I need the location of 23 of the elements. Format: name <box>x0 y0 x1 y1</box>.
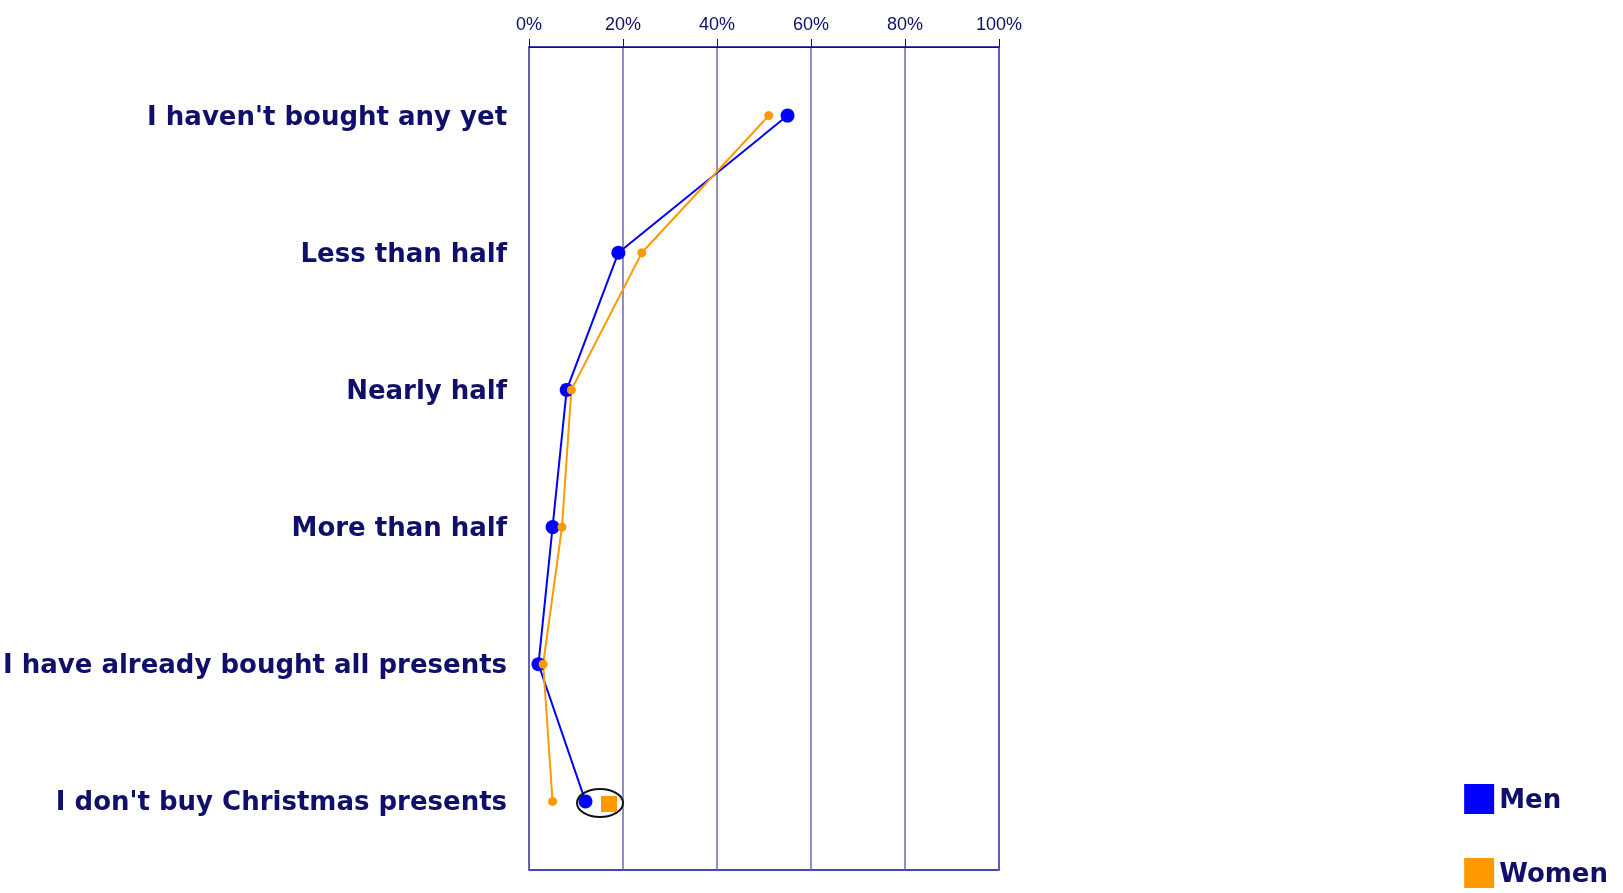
legend-label: Women <box>1499 858 1609 888</box>
point <box>764 111 774 121</box>
point <box>611 245 626 260</box>
x-tick-label: 80% <box>887 14 924 34</box>
y-tick-label: Nearly half <box>346 374 508 405</box>
y-tick-label: More than half <box>291 512 508 543</box>
x-tick-label: 40% <box>699 14 736 34</box>
y-tick-label: I don't buy Christmas presents <box>55 786 508 817</box>
y-tick-label: I haven't bought any yet <box>147 100 508 131</box>
point <box>545 520 560 535</box>
legend-label: Men <box>1499 784 1562 814</box>
point <box>578 794 593 809</box>
point <box>557 522 567 532</box>
point <box>566 385 576 395</box>
point <box>780 108 795 123</box>
point <box>548 796 558 806</box>
y-tick-label: I have already bought all presents <box>2 649 508 680</box>
point <box>637 248 647 258</box>
x-tick-label: 60% <box>793 14 830 34</box>
x-tick-label: 100% <box>975 14 1023 34</box>
x-tick-label: 0% <box>516 14 543 34</box>
y-tick-label: Less than half <box>300 237 508 268</box>
x-tick-label: 20% <box>605 14 642 34</box>
